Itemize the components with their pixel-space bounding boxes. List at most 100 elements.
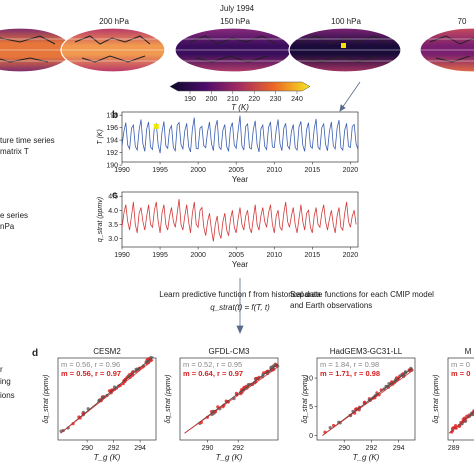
map-label-5: 70 [458, 17, 467, 26]
y-tick-label: 194 [106, 138, 118, 145]
stats-grey: m = 0.52, r = 0.95 [183, 360, 242, 369]
y-axis-label: δq_strat (ppmv) [302, 374, 309, 423]
x-tick-label: 1990 [114, 252, 130, 259]
x-tick-label: 2015 [305, 252, 321, 259]
x-tick-label: 2000 [190, 167, 206, 174]
y-tick-label: 4.0 [108, 208, 118, 215]
point-red [221, 405, 225, 409]
regression-line [448, 412, 474, 434]
y-tick-label: 3.0 [108, 236, 118, 243]
stats-red: m = 1.71, r = 0.98 [320, 369, 380, 378]
learn-equation: q_strat(t) = f(T, t) [210, 303, 270, 312]
y-axis-label: δq_strat (ppmv) [43, 374, 50, 423]
x-tick-label: 292 [232, 445, 244, 452]
x-axis-label: Year [232, 260, 249, 269]
map-row [0, 27, 474, 73]
point-grey [247, 383, 251, 387]
x-tick-label: 2020 [343, 252, 359, 259]
x-axis-label: T_g (K) [353, 453, 380, 462]
regression-line [60, 359, 154, 434]
stats-grey: m = 0.56, r = 0.96 [61, 360, 120, 369]
learn-text: Learn predictive function f from histori… [159, 290, 321, 299]
x-tick-label: 2010 [266, 252, 282, 259]
left-text-7: ions [0, 391, 15, 400]
stats-red: m = 0.56, r = 0.97 [61, 369, 121, 378]
y-tick-label: 4.5 [108, 194, 118, 201]
x-tick-label: 292 [366, 445, 378, 452]
plot-frame [57, 357, 157, 441]
left-text-6: ing [0, 377, 11, 386]
colorbar-tick-label: 240 [291, 96, 303, 103]
y-tick-label: 198 [106, 113, 118, 120]
scatter-d4: Mm = 0m = 0 289 δq_strat (ppmv) [433, 347, 474, 452]
x-tick-label: 290 [81, 445, 93, 452]
left-text-3: e series [0, 211, 28, 220]
series-line [121, 115, 359, 154]
stats-grey: m = 1.84, r = 0.98 [320, 360, 379, 369]
map-label-2: 200 hPa [99, 17, 129, 26]
y-tick-label: 196 [106, 125, 118, 132]
point-grey [100, 396, 105, 400]
colorbar-tick-label: 230 [270, 96, 282, 103]
plot-frame [121, 111, 359, 163]
scatter-d1: CESM2 m = 0.56, r = 0.96m = 0.56, r = 0.9… [43, 347, 157, 462]
panel-b-label: b [112, 110, 118, 121]
y-axis-label: T (K) [97, 129, 104, 145]
plot-frame [179, 357, 279, 441]
point-grey [269, 365, 273, 369]
colorbar-tick-label: 200 [206, 96, 218, 103]
plot-frame [316, 357, 416, 441]
figure-title: July 1994 [220, 4, 255, 13]
point-grey [403, 370, 408, 374]
x-tick-label: 289 [448, 445, 460, 452]
map-gridlines [0, 38, 474, 62]
colorbar: 190 200 210 220 230 240 T (K) [169, 81, 311, 112]
left-text-4: nPa [0, 222, 15, 231]
map-label-3: 150 hPa [220, 17, 250, 26]
x-tick-label: 1995 [152, 167, 168, 174]
point-grey [126, 374, 130, 379]
panel-d-label: d [32, 348, 38, 359]
panel-c-label: c [112, 190, 118, 201]
x-tick-label: 2020 [343, 167, 359, 174]
panel-b: 1990 1995 2000 2005 2010 2015 2020 190 192 194 196… [97, 111, 359, 184]
x-tick-label: 2005 [228, 167, 244, 174]
y-tick-label: 10 [305, 376, 313, 383]
scatter-d2: GFDL-CM3 m = 0.52, r = 0.95m = 0.64, r = … [165, 347, 280, 462]
point-grey [97, 398, 101, 402]
x-tick-label: 292 [108, 445, 120, 452]
x-axis-label: T_g (K) [216, 453, 243, 462]
point-red [395, 376, 399, 380]
x-tick-label: 1995 [152, 252, 168, 259]
x-tick-label: 290 [202, 445, 214, 452]
point-grey [328, 426, 332, 430]
map-label-4: 100 hPa [331, 17, 361, 26]
x-tick-label: 294 [393, 445, 405, 452]
scatter-d3: HadGEM3-GC31-LL m = 1.84, r = 0.98m = 1.7… [302, 347, 416, 462]
x-tick-label: 290 [338, 445, 350, 452]
y-axis-label: δq_strat (ppmv) [433, 374, 440, 423]
point-grey [387, 382, 391, 386]
x-tick-label: 1990 [114, 167, 130, 174]
y-tick-label: 5 [309, 404, 313, 411]
point-red [129, 372, 133, 376]
x-tick-label: 2000 [190, 252, 206, 259]
series-line [121, 199, 357, 242]
x-tick-label: 2010 [266, 167, 282, 174]
scatter-title: CESM2 [93, 347, 121, 356]
y-tick-label: 0 [309, 433, 313, 440]
scatter-title: HadGEM3-GC31-LL [330, 347, 403, 356]
stats-red: m = 0.64, r = 0.97 [183, 369, 243, 378]
x-tick-label: 2015 [305, 167, 321, 174]
stats-grey: m = 0 [451, 360, 470, 369]
colorbar-tick-label: 210 [227, 96, 239, 103]
regression-line [322, 370, 413, 436]
stats-red: m = 0 [451, 369, 470, 378]
y-axis-label: δq_strat (ppmv) [165, 374, 172, 423]
separate-text-2: and Earth observations [290, 301, 372, 310]
x-tick-label: 2005 [228, 252, 244, 259]
plot-frame [121, 191, 359, 248]
highlight-cell [341, 43, 346, 48]
separate-text-1: Separate functions for each CMIP model [290, 290, 434, 299]
